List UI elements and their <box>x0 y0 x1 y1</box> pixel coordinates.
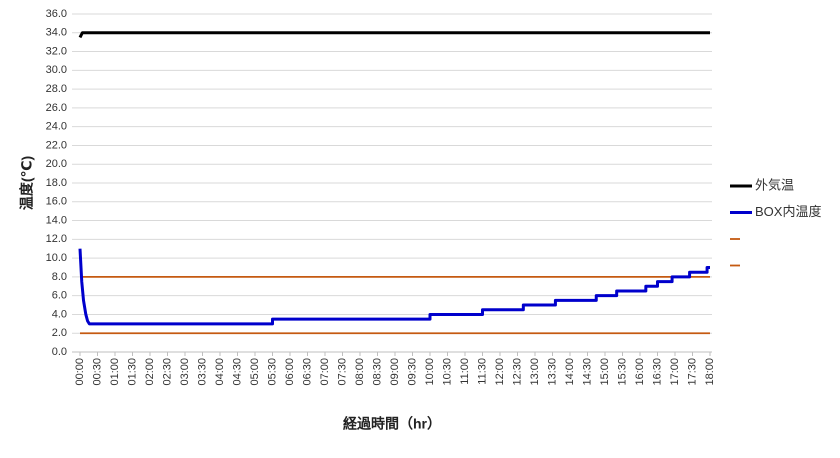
x-tick-label: 16:00 <box>634 358 646 386</box>
series-line <box>78 248 710 326</box>
y-tick-label: 22.0 <box>46 139 67 151</box>
x-tick-label: 01:00 <box>109 358 121 386</box>
x-tick-label: 17:30 <box>686 358 698 386</box>
x-tick-label: 00:00 <box>74 358 86 386</box>
x-tick-label: 06:30 <box>301 358 313 386</box>
x-tick-label: 05:00 <box>249 358 261 386</box>
x-tick-label: 02:30 <box>161 358 173 386</box>
y-tick-label: 4.0 <box>52 308 67 320</box>
y-tick-label: 28.0 <box>46 83 67 95</box>
x-tick-label: 10:30 <box>441 358 453 386</box>
x-tick-label: 08:30 <box>371 358 383 386</box>
x-tick-label: 18:00 <box>704 358 716 386</box>
x-tick-label: 02:00 <box>144 358 156 386</box>
x-tick-label: 14:00 <box>564 358 576 386</box>
legend-label: 外気温 <box>755 177 794 192</box>
y-tick-label: 8.0 <box>52 271 67 283</box>
x-tick-label: 10:00 <box>424 358 436 386</box>
x-tick-label: 16:30 <box>651 358 663 386</box>
x-tick-label: 14:30 <box>581 358 593 386</box>
x-tick-label: 12:30 <box>511 358 523 386</box>
x-tick-label: 08:00 <box>354 358 366 386</box>
y-tick-label: 18.0 <box>46 177 67 189</box>
x-tick-label: 01:30 <box>126 358 138 386</box>
x-tick-label: 13:30 <box>546 358 558 386</box>
x-tick-label: 15:30 <box>616 358 628 386</box>
y-axis-label: 温度(℃) <box>19 156 35 210</box>
y-tick-label: 34.0 <box>46 27 67 39</box>
y-tick-label: 0.0 <box>52 346 67 358</box>
x-tick-label: 13:00 <box>529 358 541 386</box>
y-tick-label: 6.0 <box>52 290 67 302</box>
x-axis-label: 経過時間（hr） <box>343 416 441 432</box>
y-tick-label: 36.0 <box>46 8 67 20</box>
x-tick-label: 07:30 <box>336 358 348 386</box>
x-tick-label: 00:30 <box>91 358 103 386</box>
x-tick-label: 15:00 <box>599 358 611 386</box>
x-tick-label: 04:00 <box>214 358 226 386</box>
y-tick-label: 32.0 <box>46 45 67 57</box>
x-tick-label: 03:30 <box>196 358 208 386</box>
x-tick-label: 09:30 <box>406 358 418 386</box>
y-tick-label: 20.0 <box>46 158 67 170</box>
y-tick-label: 24.0 <box>46 121 67 133</box>
y-tick-label: 16.0 <box>46 196 67 208</box>
legend-label: BOX内温度 <box>755 204 821 219</box>
x-tick-label: 09:00 <box>389 358 401 386</box>
x-tick-label: 17:00 <box>669 358 681 386</box>
y-tick-label: 2.0 <box>52 327 67 339</box>
x-tick-label: 11:00 <box>459 358 471 385</box>
y-tick-label: 14.0 <box>46 214 67 226</box>
x-tick-label: 05:30 <box>266 358 278 386</box>
y-tick-label: 30.0 <box>46 64 67 76</box>
x-tick-label: 04:30 <box>231 358 243 386</box>
y-tick-label: 12.0 <box>46 233 67 245</box>
x-tick-label: 11:30 <box>476 358 488 385</box>
x-tick-label: 06:00 <box>284 358 296 386</box>
x-tick-label: 03:00 <box>179 358 191 386</box>
y-tick-label: 10.0 <box>46 252 67 264</box>
x-tick-label: 12:00 <box>494 358 506 386</box>
x-tick-label: 07:00 <box>319 358 331 386</box>
series-line <box>78 31 710 39</box>
y-tick-label: 26.0 <box>46 102 67 114</box>
